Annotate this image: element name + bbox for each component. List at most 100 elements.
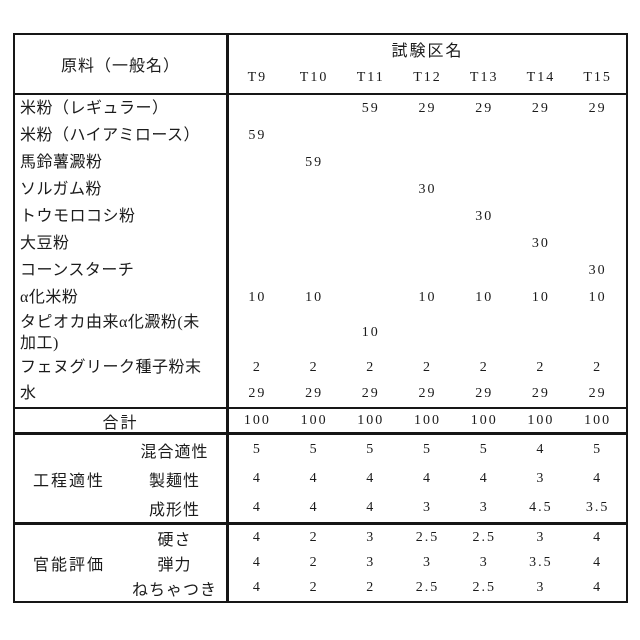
value-cell: 59 xyxy=(248,127,267,143)
value-cell: 30 xyxy=(475,208,494,224)
value-cell: 10 xyxy=(418,289,437,305)
value-cell: 4.5 xyxy=(529,499,553,515)
value-cell: 5 xyxy=(422,441,432,457)
value-cell: 2.5 xyxy=(415,580,440,596)
column-header-t14: T14 xyxy=(526,70,556,85)
value-cell: 100 xyxy=(357,412,385,428)
row-values: 59 xyxy=(229,122,626,149)
column-header-row: T9 T10 T11 T12 T13 T14 T15 xyxy=(229,63,626,93)
value-cell: 2 xyxy=(422,360,432,375)
value-cell: 29 xyxy=(305,386,324,401)
value-cell xyxy=(229,149,286,176)
value-cell: 100 xyxy=(527,412,555,428)
value-cell xyxy=(569,176,626,203)
sensory-evaluation-section: 官能評価 硬さ 弾力 ねちゃつき 4 2 3 2.5 2.5 3 4 xyxy=(15,525,626,601)
row-values: 4 4 4 3 3 4.5 3.5 xyxy=(229,493,626,522)
value-cell: 29 xyxy=(248,386,267,401)
table-row: 馬鈴薯澱粉 59 xyxy=(15,149,626,176)
value-cell: 29 xyxy=(475,100,494,116)
value-cell xyxy=(229,257,286,284)
value-cell xyxy=(229,95,286,122)
value-cell xyxy=(569,149,626,176)
ingredient-label: トウモロコシ粉 xyxy=(15,203,229,230)
row-values: 30 xyxy=(229,203,626,230)
value-cell: 2 xyxy=(252,360,262,375)
value-cell xyxy=(342,284,399,311)
value-cell: 2.5 xyxy=(472,529,496,545)
column-header-t9: T9 xyxy=(247,70,268,85)
value-cell: 5 xyxy=(252,441,262,457)
row-values: 4 2 2 2.5 2.5 3 4 xyxy=(229,576,626,601)
value-cell: 2 xyxy=(479,360,489,375)
table-row: コーンスターチ 30 xyxy=(15,257,626,284)
row-label: 製麺性 xyxy=(148,472,200,490)
value-cell xyxy=(513,149,570,176)
formulation-table: 原料（一般名） 試験区名 T9 T10 T11 T12 T13 T14 T15 … xyxy=(13,33,628,603)
sensory-sub-labels: 硬さ 弾力 ねちゃつき xyxy=(123,525,226,601)
row-values: 2 2 2 2 2 2 2 xyxy=(229,355,626,381)
table-row: α化米粉 10 10 10 10 10 10 xyxy=(15,284,626,311)
process-group-label: 工程適性 xyxy=(32,472,105,490)
value-cell xyxy=(286,257,343,284)
value-cell xyxy=(399,203,456,230)
table-header: 原料（一般名） 試験区名 T9 T10 T11 T12 T13 T14 T15 xyxy=(15,35,626,95)
value-cell: 4 xyxy=(366,470,376,486)
value-cell: 2.5 xyxy=(472,580,496,596)
value-cell xyxy=(399,122,456,149)
value-cell xyxy=(399,311,456,355)
value-cell xyxy=(286,176,343,203)
row-values: 4 2 3 3 3 3.5 4 xyxy=(229,550,626,575)
sensory-group-label: 官能評価 xyxy=(32,557,105,574)
value-cell xyxy=(229,203,286,230)
value-cell xyxy=(456,257,513,284)
row-values: 30 xyxy=(229,176,626,203)
value-cell: 4 xyxy=(309,470,319,486)
value-cell xyxy=(456,122,513,149)
value-cell xyxy=(456,230,513,257)
test-group-header: 試験区名 T9 T10 T11 T12 T13 T14 T15 xyxy=(229,35,626,93)
row-values: 59 xyxy=(229,149,626,176)
process-left-cell: 工程適性 混合適性 製麺性 成形性 xyxy=(15,435,229,522)
value-cell: 10 xyxy=(531,289,550,305)
table-row: 大豆粉 30 xyxy=(15,230,626,257)
value-cell: 4 xyxy=(593,554,603,570)
value-cell xyxy=(456,149,513,176)
value-cell: 2 xyxy=(309,554,319,570)
table-row: タピオカ由来α化澱粉(未 加工) 10 xyxy=(15,311,626,355)
value-cell: 2 xyxy=(309,529,319,545)
value-cell: 30 xyxy=(588,262,607,278)
value-cell: 100 xyxy=(470,412,498,428)
ingredient-rows: 米粉（レギュラー） 59 29 29 29 29 米粉（ハイアミロース） 59 xyxy=(15,95,626,409)
column-header-t13: T13 xyxy=(469,70,499,85)
process-sub-labels: 混合適性 製麺性 成形性 xyxy=(123,435,226,522)
value-cell: 10 xyxy=(248,289,267,305)
value-cell: 59 xyxy=(361,100,380,116)
value-cell: 29 xyxy=(531,386,550,401)
ingredient-label: 水 xyxy=(15,381,229,407)
value-cell xyxy=(342,257,399,284)
value-cell xyxy=(286,95,343,122)
value-cell: 29 xyxy=(361,386,380,401)
value-cell: 5 xyxy=(593,441,603,457)
ingredient-label: 大豆粉 xyxy=(15,230,229,257)
column-header-t15: T15 xyxy=(583,70,612,85)
column-header-t10: T10 xyxy=(299,70,329,85)
row-label: 硬さ xyxy=(157,531,192,549)
value-cell: 4 xyxy=(593,580,603,596)
value-cell: 59 xyxy=(305,154,324,170)
total-label: 合計 xyxy=(15,409,229,432)
ingredient-label: 米粉（レギュラー） xyxy=(15,95,229,122)
column-header-t12: T12 xyxy=(413,70,442,85)
ingredient-column-header: 原料（一般名） xyxy=(15,35,229,93)
value-cell: 2.5 xyxy=(415,529,440,545)
row-values: 30 xyxy=(229,230,626,257)
row-values: 10 10 10 10 10 10 xyxy=(229,284,626,311)
row-label: 弾力 xyxy=(157,556,192,574)
value-cell xyxy=(342,122,399,149)
value-cell xyxy=(399,149,456,176)
value-cell xyxy=(569,230,626,257)
value-cell: 3 xyxy=(536,529,546,545)
value-cell: 100 xyxy=(413,412,441,428)
value-cell: 100 xyxy=(243,412,271,428)
